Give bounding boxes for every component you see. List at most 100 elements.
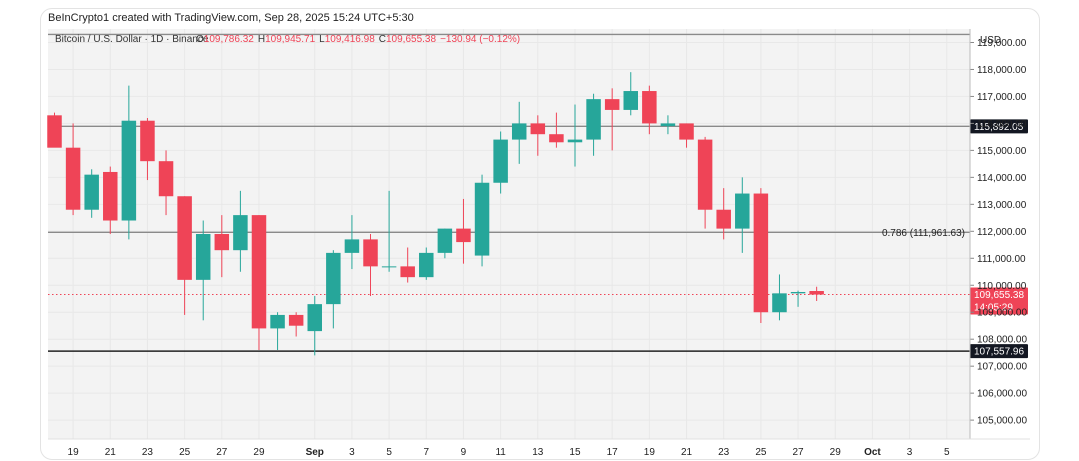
candle-body (158, 161, 174, 197)
candle-body (697, 139, 713, 210)
y-tick-label: 115,000.00 (977, 146, 1027, 157)
legend-l-value: 109,416.98 (325, 34, 375, 45)
legend-l-label: L (319, 34, 325, 45)
x-tick-label: 29 (830, 447, 842, 458)
y-tick-label: 112,000.00 (977, 227, 1027, 238)
legend-o-value: 109,786.32 (204, 34, 254, 45)
candle-body (47, 115, 62, 148)
candle-body (660, 123, 676, 127)
candle-body (195, 234, 211, 280)
x-tick-label: 23 (142, 447, 154, 458)
candle-body (790, 291, 806, 294)
candle-body (177, 196, 192, 280)
y-tick-label: 118,000.00 (977, 65, 1027, 76)
axes: 105,000.00 106,000.00 107,000.00 108,000.00… (48, 29, 1030, 458)
y-tick-label: 114,000.00 (977, 173, 1027, 184)
x-tick-label: Sep (306, 447, 324, 458)
candle-body (344, 239, 360, 253)
candle-body (363, 239, 378, 267)
candle-body (288, 314, 304, 326)
candle-body (65, 147, 81, 210)
x-tick-label: 5 (944, 447, 950, 458)
candle-body (419, 252, 434, 278)
x-tick-label: 5 (386, 447, 392, 458)
x-tick-label: 15 (569, 447, 581, 458)
candle-body (381, 266, 397, 268)
y-tick-label: 111,000.00 (977, 254, 1026, 265)
candle-body (623, 91, 639, 110)
current-price-tag (970, 287, 1028, 315)
x-tick-label: 3 (349, 447, 355, 458)
currency-label: USD (980, 35, 1001, 46)
candle-body (270, 314, 285, 329)
fib-level-annotation: 0.786 (111,961.63) (882, 228, 965, 239)
x-tick-label: 19 (68, 447, 80, 458)
y-tick-label: 116,000.00 (977, 119, 1027, 130)
x-tick-label: 27 (792, 447, 804, 458)
candle-body (753, 193, 769, 313)
x-tick-label: 23 (718, 447, 730, 458)
candle-body (586, 99, 601, 140)
candle-body (716, 209, 731, 229)
legend-symbol: Bitcoin / U.S. Dollar · 1D · Binance (55, 34, 209, 45)
chart-credit: BeInCrypto1 created with TradingView.com… (48, 12, 414, 24)
candle-body (233, 215, 248, 251)
x-tick-label: 25 (755, 447, 767, 458)
level-price-tag-label: 107,557.96 (974, 347, 1024, 358)
legend-change: −130.94 (−0.12%) (440, 34, 520, 45)
legend-ohlc: O109,786.32 H109,945.71 L109,416.98 C109,65… (196, 34, 520, 45)
y-tick-label: 117,000.00 (977, 92, 1027, 103)
candle-body (679, 123, 694, 140)
candle-body (140, 120, 155, 162)
x-tick-label: 25 (179, 447, 191, 458)
x-tick-label: 21 (681, 447, 693, 458)
legend-h-label: H (258, 34, 265, 45)
y-tick-label: 113,000.00 (977, 200, 1027, 211)
x-tick-label: 29 (253, 447, 265, 458)
candle-body (604, 99, 620, 110)
level-price-tag-label: 115,892.05 (974, 122, 1024, 133)
candle-body (214, 234, 230, 251)
x-tick-label: 11 (495, 447, 506, 458)
y-tick-label: 108,000.00 (977, 335, 1027, 346)
candle-body (809, 291, 824, 295)
x-tick-label: 19 (644, 447, 656, 458)
x-tick-label: 7 (423, 447, 429, 458)
candle-body (567, 139, 583, 143)
current-price-label: 109,655.38 (974, 290, 1024, 301)
y-tick-label: 106,000.00 (977, 389, 1027, 400)
candles (47, 72, 824, 356)
candle-body (326, 252, 341, 305)
countdown-label: 14:05:29 (974, 303, 1013, 314)
legend-c-label: C (379, 34, 386, 45)
x-tick-label: Oct (864, 447, 881, 458)
legend-h-value: 109,945.71 (265, 34, 315, 45)
candle-body (400, 266, 415, 278)
level-price-tag (970, 119, 1028, 134)
x-tick-label: 27 (216, 447, 228, 458)
x-tick-label: 3 (907, 447, 913, 458)
y-tick-label: 107,000.00 (977, 362, 1027, 373)
x-tick-label: 21 (105, 447, 117, 458)
ohlc-legend: Bitcoin / U.S. Dollar · 1D · Binance O10… (55, 34, 520, 45)
candle-body (735, 193, 750, 229)
candle-body (121, 120, 137, 221)
legend-c-value: 109,655.38 (386, 34, 436, 45)
y-tick-label: 109,000.00 (977, 308, 1027, 319)
level-price-tag (970, 344, 1028, 359)
candle-body (103, 171, 118, 221)
y-tick-label: 105,000.00 (977, 416, 1027, 427)
candle-body (251, 215, 267, 329)
candle-body (84, 174, 99, 210)
candle-body (437, 228, 453, 253)
legend-o-label: O (196, 34, 204, 45)
candle-body (474, 182, 490, 256)
y-tick-label: 110,000.00 (977, 281, 1027, 292)
candle-body (772, 293, 787, 313)
y-tick-label: 119,000.00 (977, 38, 1027, 49)
candle-body (456, 228, 471, 243)
candle-body (642, 91, 657, 124)
candle-body (549, 134, 564, 143)
grid (48, 29, 970, 439)
